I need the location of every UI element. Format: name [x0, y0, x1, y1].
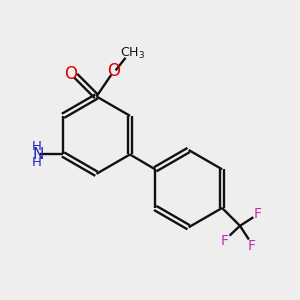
Text: O: O	[64, 65, 76, 83]
Text: F: F	[248, 239, 256, 253]
Text: CH$_3$: CH$_3$	[120, 46, 145, 61]
Text: H: H	[32, 140, 41, 153]
Text: H: H	[32, 156, 41, 169]
Text: O: O	[107, 62, 120, 80]
Text: N: N	[33, 147, 44, 162]
Text: F: F	[220, 234, 228, 248]
Text: F: F	[254, 207, 262, 221]
